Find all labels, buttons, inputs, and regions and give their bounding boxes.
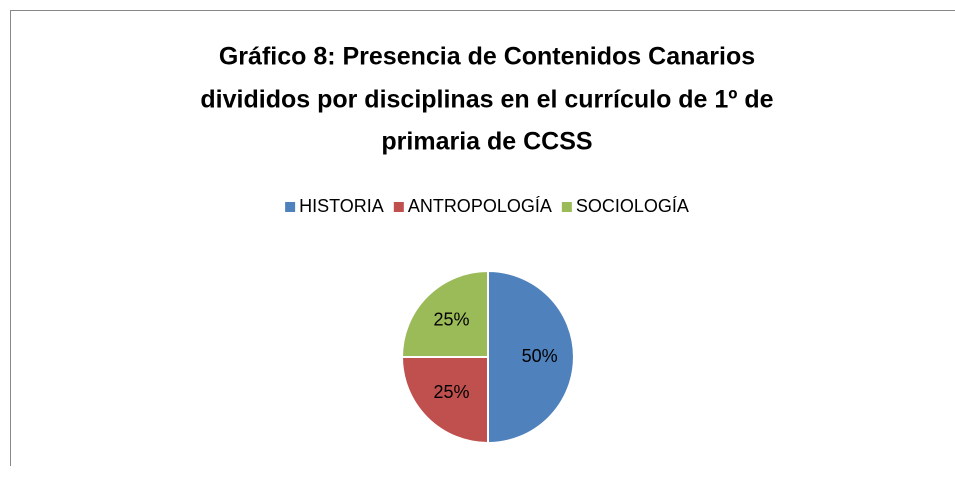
legend-swatch <box>285 202 296 212</box>
chart-title: divididos por disciplinas en el currícul… <box>200 86 773 114</box>
chart-title: Gráfico 8: Presencia de Contenidos Canar… <box>219 43 755 71</box>
legend-swatch <box>393 202 404 212</box>
data-label: 25% <box>433 309 469 329</box>
legend-swatch <box>561 202 572 212</box>
legend-label: ANTROPOLOGÍA <box>408 196 552 216</box>
pie-slice <box>400 269 489 358</box>
pie-slice <box>487 269 575 445</box>
pie-slice <box>400 356 489 445</box>
chart-title: primaria de CCSS <box>381 128 592 156</box>
legend-label: SOCIOLOGÍA <box>576 196 689 216</box>
data-label: 50% <box>522 346 558 366</box>
data-label: 25% <box>433 382 469 402</box>
legend-label: HISTORIA <box>299 196 384 216</box>
